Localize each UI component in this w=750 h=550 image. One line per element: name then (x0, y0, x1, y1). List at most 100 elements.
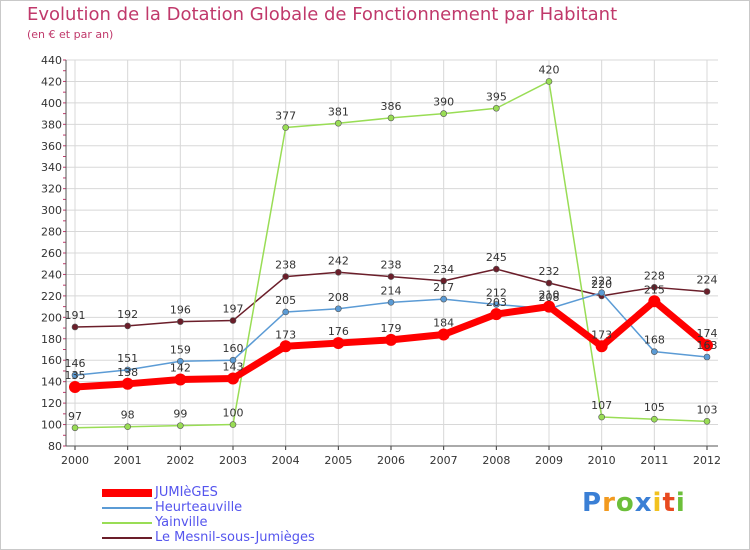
legend-label: Heurteauville (155, 500, 243, 515)
data-point (387, 299, 395, 306)
data-point (177, 422, 184, 429)
x-tick-label: 2001 (114, 454, 142, 467)
data-label: 105 (644, 401, 665, 414)
data-label: 390 (433, 96, 454, 109)
data-point (598, 413, 605, 421)
x-tick-label: 2003 (219, 454, 247, 467)
y-tick-label: 260 (41, 247, 62, 260)
data-point (440, 295, 447, 303)
legend-label: Le Mesnil-sous-Jumièges (155, 530, 315, 545)
chart-title: Evolution de la Dotation Globale de Fonc… (27, 4, 618, 25)
data-label: 103 (697, 403, 718, 416)
data-point (490, 308, 503, 321)
data-point (335, 119, 342, 127)
x-tick-label: 2000 (61, 454, 89, 467)
data-label: 208 (539, 291, 560, 304)
data-label: 395 (486, 90, 507, 103)
logo-letter: i (675, 488, 686, 518)
data-label: 151 (117, 352, 138, 365)
data-label: 97 (68, 410, 82, 423)
data-point (598, 289, 605, 296)
y-tick-label: 280 (41, 226, 62, 239)
data-point (121, 377, 134, 390)
data-point (177, 318, 184, 325)
data-label: 245 (486, 251, 507, 264)
data-point (124, 322, 131, 330)
data-point (227, 372, 239, 385)
data-point (335, 268, 342, 276)
data-label: 176 (328, 325, 349, 338)
data-label: 98 (121, 409, 135, 422)
data-label: 173 (275, 328, 296, 341)
data-label: 143 (223, 360, 244, 373)
data-point (71, 371, 79, 379)
data-label: 135 (65, 369, 86, 382)
legend-swatch (102, 537, 152, 539)
y-tick-label: 120 (41, 397, 62, 410)
data-point (71, 323, 79, 331)
data-point (543, 300, 555, 313)
y-tick-label: 340 (41, 161, 62, 174)
data-label: 212 (486, 286, 507, 299)
data-point (493, 265, 500, 273)
data-label: 217 (433, 281, 454, 294)
data-point (229, 421, 237, 428)
data-label: 146 (65, 357, 86, 370)
data-label: 99 (173, 408, 187, 421)
data-point (124, 423, 131, 431)
logo-letter: t (662, 488, 676, 518)
series-group (69, 78, 713, 432)
x-tick-label: 2005 (324, 454, 352, 467)
data-point (385, 333, 397, 346)
logo-letter: r (602, 488, 616, 518)
logo-letter: o (615, 488, 635, 518)
y-tick-label: 100 (41, 419, 62, 432)
data-label: 232 (539, 265, 560, 278)
data-point (440, 277, 447, 285)
data-point (703, 418, 711, 425)
y-tick-label: 240 (41, 268, 62, 281)
y-tick-label: 180 (41, 333, 62, 346)
legend-label: JUMIèGES (155, 485, 218, 500)
data-label: 210 (539, 289, 560, 302)
data-point (703, 353, 711, 361)
y-tick-label: 380 (41, 118, 62, 131)
legend-label: Yainville (155, 515, 208, 530)
y-tick-label: 320 (41, 183, 62, 196)
data-point (595, 340, 608, 353)
chart-subtitle: (en € et par an) (27, 28, 114, 41)
data-point (493, 301, 500, 308)
data-label: 223 (591, 275, 612, 288)
data-label: 192 (117, 308, 138, 321)
y-tick-label: 400 (41, 97, 62, 110)
x-tick-label: 2009 (535, 454, 563, 467)
data-point (279, 340, 292, 353)
data-point (651, 284, 658, 291)
data-label: 160 (223, 342, 244, 355)
legend-swatch (102, 489, 152, 497)
data-point (282, 273, 289, 280)
data-label: 238 (275, 259, 296, 272)
y-tick-label: 220 (41, 290, 62, 303)
y-tick-label: 360 (41, 140, 62, 153)
y-tick-label: 300 (41, 204, 62, 217)
data-label: 179 (381, 322, 402, 335)
data-label: 381 (328, 105, 349, 118)
x-tick-label: 2002 (166, 454, 194, 467)
x-tick-label: 2004 (272, 454, 300, 467)
data-label: 205 (275, 294, 296, 307)
data-label: 100 (223, 407, 244, 420)
x-tick-label: 2006 (377, 454, 405, 467)
data-label: 238 (381, 259, 402, 272)
data-point (493, 104, 500, 112)
data-label: 377 (275, 110, 296, 123)
data-point (545, 78, 553, 85)
data-labels: 191 192 196 197 238 242 238 234 245 232 220 228 224 9… (65, 63, 718, 422)
data-label: 214 (381, 284, 402, 297)
data-label: 184 (433, 316, 454, 329)
data-point (229, 356, 237, 364)
axes: 80 100 120 140 160 180 200 220 240 260 280 300 320 34… (41, 54, 721, 467)
data-label: 174 (697, 327, 718, 340)
x-tick-label: 2007 (430, 454, 458, 467)
